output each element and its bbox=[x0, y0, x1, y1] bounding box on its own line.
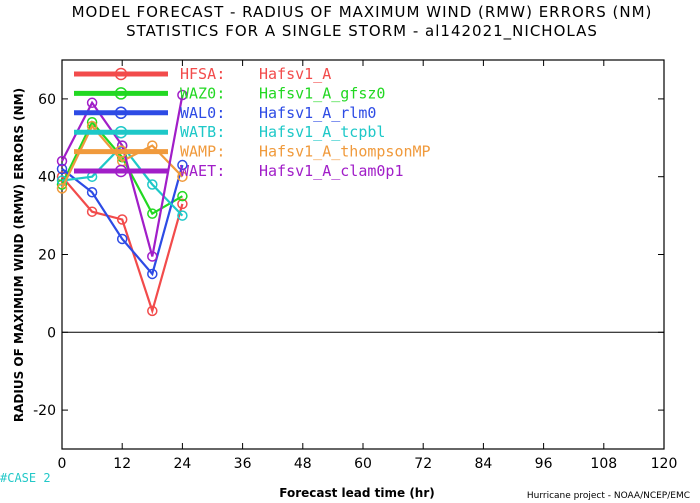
x-tick-label: 36 bbox=[234, 456, 252, 472]
x-tick-label: 96 bbox=[535, 456, 553, 472]
y-tick-label: 0 bbox=[47, 325, 56, 341]
data-point bbox=[177, 190, 188, 202]
data-point bbox=[116, 233, 128, 245]
legend-item-wal0: WAL0 Hafsv1_A_rlm0: bbox=[74, 104, 376, 122]
data-point bbox=[56, 183, 68, 194]
legend-item-watb: WATB Hafsv1_A_tcpbl: bbox=[74, 123, 385, 141]
data-point bbox=[147, 208, 158, 219]
legend-marker bbox=[114, 106, 128, 120]
series-wal0 bbox=[56, 159, 188, 280]
credit-label: Hurricane project - NOAA/NCEP/EMC bbox=[527, 491, 690, 501]
legend-colon: : bbox=[216, 104, 225, 122]
legend-code: WAL0 bbox=[180, 104, 216, 122]
y-tick-label: 20 bbox=[38, 248, 56, 264]
x-tick-label: 72 bbox=[414, 456, 432, 472]
legend-name: Hafsv1_A bbox=[259, 65, 331, 83]
series-line bbox=[61, 124, 184, 189]
y-tick-label: 60 bbox=[38, 92, 56, 108]
x-tick-label: 120 bbox=[651, 456, 678, 472]
legend-name: Hafsv1_A_gfsz0 bbox=[259, 84, 385, 102]
legend-code: WATB bbox=[180, 123, 216, 141]
data-point bbox=[147, 251, 158, 262]
x-tick-label: 60 bbox=[354, 456, 372, 472]
x-axis-label: Forecast lead time (hr) bbox=[279, 486, 435, 500]
legend-colon: : bbox=[216, 162, 225, 180]
data-point bbox=[86, 187, 98, 198]
legend-code: WAMP bbox=[180, 143, 216, 161]
x-tick-label: 24 bbox=[173, 456, 191, 472]
case-label: #CASE 2 bbox=[0, 471, 51, 485]
legend-marker bbox=[114, 67, 128, 81]
series-line bbox=[61, 164, 184, 277]
data-point bbox=[177, 171, 188, 182]
legend-item-hfsa: HFSA Hafsv1_A: bbox=[74, 65, 331, 83]
legend-name: Hafsv1_A_rlm0 bbox=[259, 104, 376, 122]
legend-marker bbox=[114, 125, 128, 139]
axis-ticks: 0 12 24 36 48 60 72 84 96 108 120 -20 0 20 40 60 bbox=[33, 60, 677, 472]
data-point bbox=[147, 179, 158, 190]
y-tick-label: -20 bbox=[33, 403, 56, 419]
data-point bbox=[56, 163, 68, 175]
legend-code: WAZ0 bbox=[180, 84, 216, 102]
y-axis-label: RADIUS OF MAXIMUM WIND (RMW) ERRORS (NM) bbox=[12, 88, 26, 422]
legend-colon: : bbox=[216, 123, 225, 141]
legend-code: HFSA bbox=[180, 65, 216, 83]
legend-name: Hafsv1_A_clam0p1 bbox=[259, 162, 404, 180]
x-tick-label: 48 bbox=[294, 456, 312, 472]
series-line bbox=[61, 175, 184, 315]
legend: HFSA Hafsv1_A:WAZ0 Hafsv1_A_gfsz0:WAL0 Hafs… bbox=[74, 65, 431, 180]
data-point bbox=[177, 159, 188, 171]
legend-item-wamp: WAMP Hafsv1_A_thompsonMP: bbox=[74, 143, 431, 161]
legend-marker bbox=[114, 164, 128, 178]
data-point bbox=[177, 210, 188, 221]
x-tick-label: 0 bbox=[58, 456, 67, 472]
data-point bbox=[116, 214, 128, 225]
legend-item-waet: WAET Hafsv1_A_clam0p1: bbox=[74, 162, 404, 180]
legend-colon: : bbox=[216, 65, 225, 83]
x-tick-label: 84 bbox=[474, 456, 492, 472]
data-point bbox=[86, 97, 98, 109]
data-point bbox=[56, 155, 68, 167]
legend-code: WAET bbox=[180, 162, 216, 180]
legend-colon: : bbox=[216, 84, 225, 102]
chart-subtitle: STATISTICS FOR A SINGLE STORM - al142021… bbox=[126, 22, 598, 41]
y-tick-label: 40 bbox=[38, 170, 56, 186]
legend-name: Hafsv1_A_tcpbl bbox=[259, 123, 385, 141]
data-point bbox=[177, 198, 188, 210]
x-tick-label: 108 bbox=[590, 456, 617, 472]
data-point bbox=[177, 89, 188, 101]
series-group bbox=[56, 89, 188, 317]
series-line bbox=[61, 120, 183, 216]
chart-title: MODEL FORECAST - RADIUS OF MAXIMUM WIND … bbox=[72, 3, 653, 21]
legend-marker bbox=[114, 145, 128, 158]
data-point bbox=[147, 268, 158, 280]
legend-colon: : bbox=[216, 143, 225, 161]
legend-marker bbox=[114, 87, 128, 100]
legend-name: Hafsv1_A_thompsonMP bbox=[259, 143, 431, 161]
x-tick-label: 12 bbox=[113, 456, 131, 472]
data-point bbox=[147, 305, 158, 317]
legend-item-waz0: WAZ0 Hafsv1_A_gfsz0: bbox=[74, 84, 385, 102]
data-point bbox=[86, 206, 98, 217]
